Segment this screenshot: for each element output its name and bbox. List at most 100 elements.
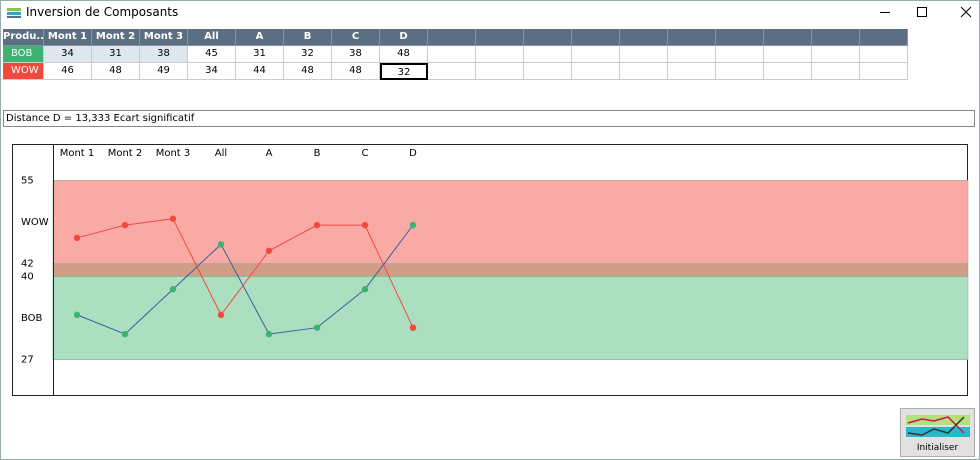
header-cell: Mont 2 (92, 29, 140, 46)
row-header: BOB (3, 46, 44, 63)
data-cell (572, 46, 620, 63)
data-cell (476, 46, 524, 63)
data-cell: 31 (92, 46, 140, 63)
header-cell (620, 29, 668, 46)
data-cell: 45 (188, 46, 236, 63)
header-cell (716, 29, 764, 46)
y-tick-label: 27 (21, 355, 34, 366)
zone-band (52, 180, 969, 264)
data-point (265, 330, 273, 338)
window-controls (880, 6, 972, 18)
header-cell: A (236, 29, 284, 46)
y-tick-label: 55 (21, 175, 34, 186)
data-cell (476, 63, 524, 80)
data-cell (620, 63, 668, 80)
header-cell (668, 29, 716, 46)
data-point (313, 221, 321, 229)
data-point (313, 324, 321, 331)
x-tick-label: Mont 2 (108, 148, 143, 159)
data-grid: Produ... BOB WOW Mont 1 34 46 Mont 2 31 48 Mont 3… (3, 29, 955, 80)
header-cell (764, 29, 812, 46)
x-tick-label: A (266, 148, 273, 159)
data-point (121, 330, 129, 338)
data-cell: 38 (332, 46, 380, 63)
data-cell: 48 (332, 63, 380, 80)
header-cell (860, 29, 908, 46)
reset-button[interactable]: Initialiser (900, 408, 975, 457)
app-icon (7, 8, 21, 18)
header-cell: B (284, 29, 332, 46)
data-cell (860, 46, 908, 63)
data-point (409, 324, 417, 331)
data-point (121, 221, 129, 229)
data-point (265, 247, 273, 254)
data-point (409, 221, 417, 229)
data-cell (428, 63, 476, 80)
header-cell: All (188, 29, 236, 46)
reset-label: Initialiser (916, 443, 959, 453)
zone-band (52, 276, 969, 360)
header-cell: Mont 3 (140, 29, 188, 46)
data-cell (428, 46, 476, 63)
maximize-button[interactable] (917, 7, 927, 17)
data-cell: 31 (236, 46, 284, 63)
header-cell (524, 29, 572, 46)
data-cell (812, 46, 860, 63)
series-line (76, 224, 414, 335)
data-cell (716, 63, 764, 80)
zone-band (52, 263, 969, 277)
x-tick-label: Mont 3 (156, 148, 191, 159)
data-cell (572, 63, 620, 80)
reset-icon (905, 415, 970, 437)
data-cell (764, 63, 812, 80)
series-line (76, 218, 414, 328)
data-cell: 34 (188, 63, 236, 80)
header-cell: D (380, 29, 428, 46)
data-cell: 34 (44, 46, 92, 63)
status-box: Distance D = 13,333 Ecart significatif (3, 110, 975, 127)
x-tick-label: Mont 1 (60, 148, 95, 159)
data-cell: 32 (380, 63, 428, 80)
data-cell (668, 63, 716, 80)
data-cell: 48 (284, 63, 332, 80)
data-cell (860, 63, 908, 80)
data-cell (524, 63, 572, 80)
x-tick-label: B (314, 148, 321, 159)
header-cell: C (332, 29, 380, 46)
y-tick-label: 40 (21, 271, 34, 282)
data-cell: 38 (140, 46, 188, 63)
data-point (361, 286, 369, 293)
data-point (73, 234, 81, 242)
data-point (217, 241, 225, 248)
header-cell (428, 29, 476, 46)
x-tick-label: D (409, 148, 417, 159)
window-title: Inversion de Composants (26, 5, 179, 19)
data-cell: 49 (140, 63, 188, 80)
x-tick-label: All (215, 148, 227, 159)
data-point (73, 311, 81, 319)
header-cell (572, 29, 620, 46)
y-tick-label: BOB (21, 313, 43, 324)
x-tick-label: C (362, 148, 369, 159)
data-point (217, 311, 225, 319)
data-point (361, 221, 369, 229)
header-cell: Produ... (3, 29, 44, 46)
data-cell: 32 (284, 46, 332, 63)
header-cell: Mont 1 (44, 29, 92, 46)
data-cell (668, 46, 716, 63)
data-point (169, 286, 177, 293)
data-cell (620, 46, 668, 63)
header-cell (812, 29, 860, 46)
data-cell: 46 (44, 63, 92, 80)
data-cell: 48 (92, 63, 140, 80)
y-tick-label: WOW (21, 217, 49, 228)
data-cell: 48 (380, 46, 428, 63)
close-button[interactable] (960, 6, 972, 18)
y-tick-label: 42 (21, 259, 34, 270)
data-cell (764, 46, 812, 63)
data-cell: 44 (236, 63, 284, 80)
data-point (169, 215, 177, 222)
